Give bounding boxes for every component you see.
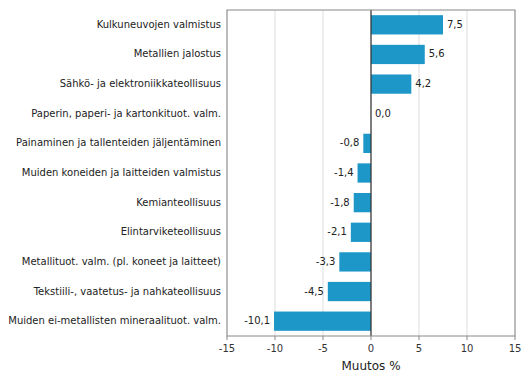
x-tick [227, 336, 228, 340]
chart-container: Muiden ei-metallisten mineraalituot. val… [0, 0, 529, 378]
x-tick-label: -15 [219, 343, 235, 354]
x-tick-label: 10 [461, 343, 474, 354]
x-tick [419, 336, 420, 340]
bar [274, 312, 371, 331]
bar [371, 74, 411, 93]
x-tick-label: 5 [416, 343, 422, 354]
value-label: -2,1 [327, 226, 347, 237]
x-axis-label: Muutos % [341, 359, 400, 373]
category-label: Metallituot. valm. (pl. koneet ja laitte… [22, 256, 221, 267]
value-labels: -10,1 -4,5 -3,3 -2,1 -1,8 -1,4 -0,8 0,0 4,2 5,6 7,… [244, 19, 463, 326]
grid-line [467, 10, 468, 336]
category-labels: Muiden ei-metallisten mineraalituot. val… [8, 19, 221, 326]
bar [339, 252, 371, 271]
value-label: -1,4 [334, 167, 354, 178]
value-label: 0,0 [375, 108, 391, 119]
value-label: -4,5 [304, 286, 324, 297]
category-label: Sähkö- ja elektroniikkateollisuus [60, 78, 221, 89]
value-label: -1,8 [330, 197, 350, 208]
chart: Muiden ei-metallisten mineraalituot. val… [0, 0, 529, 378]
bar [371, 15, 443, 34]
x-tick-label: -5 [318, 343, 328, 354]
x-axis: -15 -10 -5 0 5 10 15 [219, 336, 522, 354]
category-label: Kemianteollisuus [136, 197, 221, 208]
bar [358, 163, 371, 182]
bar [354, 193, 371, 212]
value-label: 5,6 [429, 48, 445, 59]
x-tick [371, 336, 372, 340]
category-label: Painaminen ja tallenteiden jäljentäminen [16, 137, 221, 148]
grid-line [371, 10, 372, 336]
value-label: -0,8 [340, 137, 360, 148]
value-label: 7,5 [447, 19, 463, 30]
category-label: Kulkuneuvojen valmistus [97, 19, 221, 30]
bar [351, 223, 371, 242]
plot-frame [227, 10, 515, 336]
category-label: Metallien jalostus [134, 48, 221, 59]
x-tick [515, 336, 516, 340]
x-tick-label: -10 [267, 343, 283, 354]
bar [363, 134, 371, 153]
x-tick [467, 336, 468, 340]
grid-line [275, 10, 276, 336]
category-label: Tekstiili-, vaatetus- ja nahkateollisuus [33, 286, 221, 297]
category-label: Elintarviketeollisuus [121, 226, 221, 237]
category-label: Muiden koneiden ja laitteiden valmistus [22, 167, 221, 178]
zero-line [370, 10, 371, 336]
x-tick [323, 336, 324, 340]
x-tick [275, 336, 276, 340]
category-label: Paperin, paperi- ja kartonkituot. valm. [31, 108, 221, 119]
value-label: 4,2 [415, 78, 431, 89]
x-tick-label: 15 [509, 343, 522, 354]
x-tick-label: 0 [368, 343, 374, 354]
bar [371, 45, 425, 64]
grid [227, 10, 515, 336]
value-label: -3,3 [316, 256, 336, 267]
bars [274, 15, 443, 331]
category-label: Muiden ei-metallisten mineraalituot. val… [8, 315, 221, 326]
value-label: -10,1 [244, 315, 270, 326]
bar [328, 282, 371, 301]
